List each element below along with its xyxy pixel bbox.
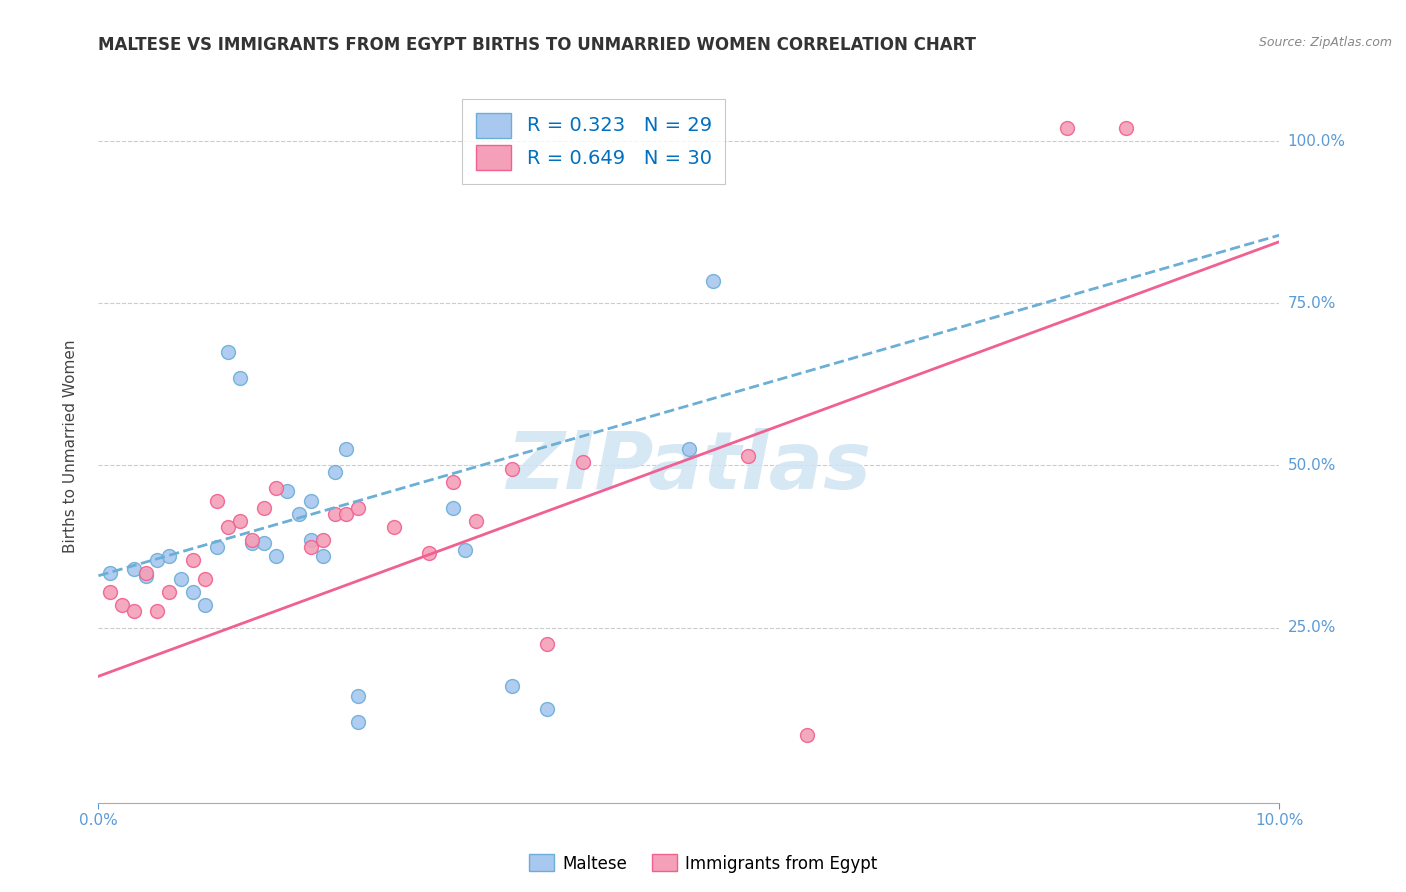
Point xyxy=(98,566,121,580)
Point xyxy=(1115,121,1137,136)
Point xyxy=(323,507,346,521)
Point xyxy=(264,549,287,564)
Point xyxy=(111,598,134,612)
Point xyxy=(217,520,239,534)
Point xyxy=(157,585,180,599)
Point xyxy=(418,546,440,560)
Point xyxy=(501,461,523,475)
Point xyxy=(299,533,322,547)
Legend: R = 0.323   N = 29, R = 0.649   N = 30: R = 0.323 N = 29, R = 0.649 N = 30 xyxy=(463,99,725,184)
Point xyxy=(264,481,287,495)
Text: ZIPatlas: ZIPatlas xyxy=(506,428,872,507)
Point xyxy=(347,500,370,515)
Point xyxy=(217,345,239,359)
Point xyxy=(205,540,228,554)
Point xyxy=(181,552,204,566)
Point xyxy=(299,540,322,554)
Point xyxy=(276,484,298,499)
Point xyxy=(702,274,724,288)
Point xyxy=(135,568,157,582)
Point xyxy=(299,494,322,508)
Point xyxy=(678,442,700,457)
Point xyxy=(796,728,818,742)
Point xyxy=(335,507,357,521)
Point xyxy=(194,572,217,586)
Point xyxy=(536,702,558,716)
Point xyxy=(229,371,252,385)
Text: 75.0%: 75.0% xyxy=(1288,296,1336,310)
Point xyxy=(312,533,335,547)
Point xyxy=(441,500,464,515)
Point xyxy=(240,536,263,550)
Text: 25.0%: 25.0% xyxy=(1288,620,1336,635)
Point xyxy=(441,475,464,489)
Point xyxy=(157,549,180,564)
Point xyxy=(146,604,169,618)
Point xyxy=(135,566,157,580)
Point xyxy=(501,679,523,693)
Point xyxy=(194,598,217,612)
Point xyxy=(347,714,370,729)
Point xyxy=(382,520,405,534)
Y-axis label: Births to Unmarried Women: Births to Unmarried Women xyxy=(63,339,77,553)
Point xyxy=(453,542,475,557)
Point xyxy=(181,585,204,599)
Point xyxy=(229,514,252,528)
Text: 50.0%: 50.0% xyxy=(1288,458,1336,473)
Point xyxy=(312,549,335,564)
Point xyxy=(347,689,370,703)
Text: Source: ZipAtlas.com: Source: ZipAtlas.com xyxy=(1258,36,1392,49)
Point xyxy=(253,500,276,515)
Point xyxy=(122,604,145,618)
Point xyxy=(737,449,759,463)
Point xyxy=(335,442,357,457)
Point xyxy=(98,585,121,599)
Point xyxy=(323,465,346,479)
Point xyxy=(170,572,193,586)
Point xyxy=(465,514,488,528)
Point xyxy=(240,533,263,547)
Point xyxy=(146,552,169,566)
Point xyxy=(253,536,276,550)
Point xyxy=(1056,121,1078,136)
Point xyxy=(288,507,311,521)
Text: MALTESE VS IMMIGRANTS FROM EGYPT BIRTHS TO UNMARRIED WOMEN CORRELATION CHART: MALTESE VS IMMIGRANTS FROM EGYPT BIRTHS … xyxy=(98,36,976,54)
Legend: Maltese, Immigrants from Egypt: Maltese, Immigrants from Egypt xyxy=(522,847,884,880)
Text: 100.0%: 100.0% xyxy=(1288,134,1346,149)
Point xyxy=(122,562,145,576)
Point xyxy=(536,637,558,651)
Point xyxy=(205,494,228,508)
Point xyxy=(571,455,593,469)
